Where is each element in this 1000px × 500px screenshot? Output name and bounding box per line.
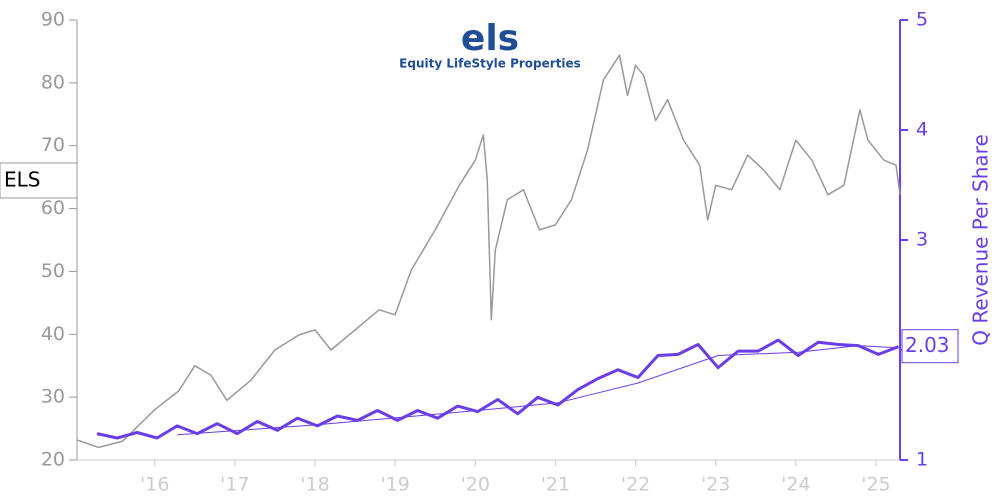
series-line: [76, 54, 901, 449]
series-label: ELS: [4, 168, 40, 192]
y2-tick-label: 5: [916, 9, 928, 31]
logo-text: Equity LifeStyle Properties: [399, 57, 581, 71]
y-tick-label: 40: [41, 323, 65, 345]
y-tick-label: 30: [41, 386, 65, 408]
y2-axis-title: Q Revenue Per Share: [969, 134, 993, 346]
y-tick-label: 60: [41, 197, 65, 219]
y2-tick-label: 1: [916, 449, 928, 471]
y-tick-label: 50: [41, 260, 65, 282]
y-tick-label: 20: [41, 449, 65, 471]
x-tick-label: '22: [621, 474, 650, 496]
x-tick-label: '20: [461, 474, 490, 496]
series-label-box: [0, 162, 78, 199]
y2-tick-label: 4: [916, 119, 928, 141]
series-line: [96, 338, 899, 440]
y-tick-label: 70: [41, 134, 65, 156]
x-tick-label: '21: [541, 474, 570, 496]
logo-mark: els: [461, 18, 519, 59]
y-tick-label: 80: [41, 71, 65, 93]
x-tick-label: '24: [781, 474, 810, 496]
x-tick-label: '17: [220, 474, 249, 496]
y2-tick-label: 3: [916, 229, 928, 251]
x-tick-label: '25: [861, 474, 890, 496]
series-line: [177, 345, 899, 436]
x-tick-label: '18: [300, 474, 329, 496]
x-tick-label: '23: [701, 474, 730, 496]
value-label: 2.03: [905, 333, 950, 357]
x-tick-label: '16: [140, 474, 169, 496]
x-tick-label: '19: [380, 474, 409, 496]
y-tick-label: 90: [41, 9, 65, 31]
value-label-box: [901, 329, 959, 364]
